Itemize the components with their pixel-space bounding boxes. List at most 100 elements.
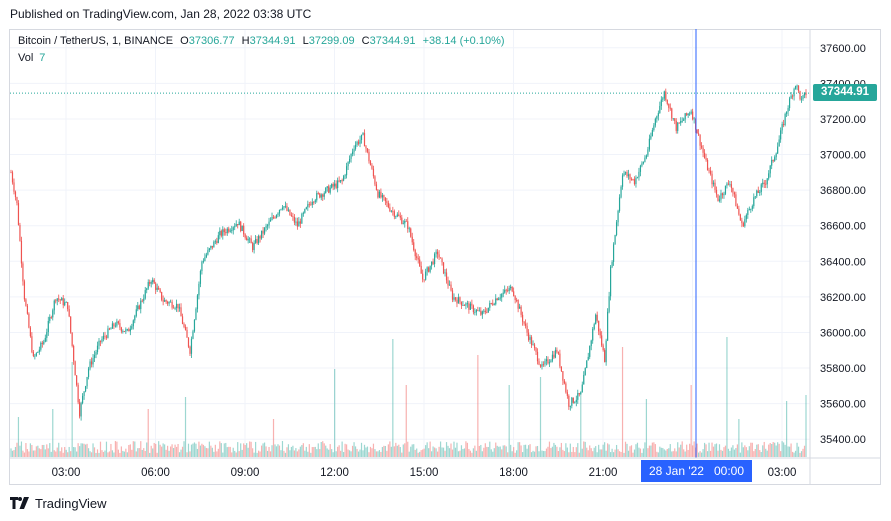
- candle-body: [153, 279, 155, 284]
- volume-bar: [299, 446, 301, 457]
- candle-body: [715, 189, 718, 195]
- candle-body: [702, 147, 704, 153]
- volume-bar: [396, 445, 398, 457]
- volume-bar: [590, 448, 592, 457]
- volume-bar: [70, 451, 72, 457]
- volume-bar: [529, 444, 531, 457]
- candle-body: [698, 133, 700, 135]
- volume-bar: [480, 444, 482, 457]
- candle-body: [703, 152, 706, 159]
- volume-bar: [522, 452, 524, 457]
- volume-bar: [657, 452, 659, 457]
- volume-bar: [574, 452, 576, 457]
- volume-bar: [411, 444, 413, 457]
- volume-bar: [794, 450, 797, 457]
- tradingview-logo-icon: [10, 497, 29, 509]
- candle-body: [757, 190, 759, 193]
- candle-body: [718, 199, 721, 201]
- volume-bar: [550, 448, 552, 457]
- volume-bar: [363, 444, 366, 457]
- candle-body: [159, 289, 161, 292]
- volume-bar: [281, 441, 284, 457]
- candle-body: [53, 300, 55, 311]
- candle-body: [589, 346, 591, 357]
- volume-bar: [117, 449, 119, 457]
- tradingview-logo[interactable]: TradingView: [10, 494, 107, 512]
- volume-bar: [116, 441, 118, 457]
- volume-legend: Vol 7: [18, 52, 45, 64]
- volume-bar: [544, 451, 546, 457]
- volume-bar: [177, 443, 179, 457]
- volume-bar: [578, 452, 580, 457]
- candle-body: [568, 395, 570, 407]
- candle-body: [684, 113, 686, 120]
- volume-bar: [463, 448, 466, 457]
- volume-bar: [633, 449, 636, 457]
- volume-bar: [533, 451, 536, 457]
- volume-bar: [545, 448, 548, 457]
- volume-bar: [402, 444, 404, 457]
- candle-body: [353, 148, 355, 152]
- volume-bar: [43, 444, 45, 457]
- candle-body: [232, 227, 234, 231]
- volume-bar: [530, 452, 533, 457]
- candle-body: [128, 329, 130, 332]
- candle-body: [578, 393, 580, 395]
- volume-bar: [62, 452, 64, 457]
- candle-body: [363, 132, 366, 147]
- candle-body: [774, 157, 776, 161]
- candle-body: [247, 239, 249, 241]
- candle-body: [119, 323, 121, 328]
- candle-body: [486, 312, 488, 313]
- volume-bar: [120, 446, 122, 457]
- last-price-tag: 37344.91: [813, 84, 877, 101]
- candle-body: [35, 352, 37, 356]
- volume-bar: [32, 450, 34, 457]
- volume-bar: [765, 448, 767, 457]
- candle-body: [481, 311, 483, 315]
- volume-bar: [322, 441, 324, 457]
- volume-bar: [504, 445, 506, 457]
- candle-body: [651, 130, 653, 137]
- candle-body: [80, 403, 82, 417]
- candle-body: [548, 362, 551, 364]
- chart-frame[interactable]: [9, 29, 881, 485]
- candle-body: [344, 175, 346, 177]
- candle-body: [404, 220, 406, 224]
- volume-bar: [766, 450, 768, 457]
- volume-bar: [793, 452, 795, 457]
- candle-body: [138, 305, 140, 310]
- volume-bar: [486, 446, 488, 457]
- volume-bar: [338, 445, 340, 457]
- volume-bar: [223, 443, 225, 457]
- volume-bar: [700, 452, 703, 457]
- price-axis: 35400.00 35600.00 35800.00 36000.00 36200.00…: [820, 43, 866, 446]
- candle-body: [231, 230, 233, 232]
- candle-body: [507, 290, 509, 292]
- volume-bar: [736, 444, 738, 457]
- candle-body: [771, 159, 773, 166]
- candle-body: [602, 345, 604, 351]
- volume-bar: [216, 451, 218, 457]
- candle-body: [132, 320, 134, 327]
- candle-body: [62, 298, 64, 306]
- volume-bar: [217, 448, 219, 457]
- volume-bar: [356, 448, 358, 457]
- volume-bar: [380, 451, 382, 457]
- candle-body: [654, 118, 656, 126]
- volume-bar: [553, 442, 555, 457]
- volume-bar: [31, 445, 33, 457]
- volume-bar: [99, 441, 102, 457]
- volume-bar: [768, 444, 770, 457]
- candle-body: [337, 180, 339, 189]
- candle-body: [152, 279, 154, 283]
- volume-bar: [284, 452, 287, 457]
- candle-body: [280, 209, 282, 210]
- volume-bar: [371, 448, 373, 457]
- candle-body: [630, 178, 633, 180]
- candle-body: [271, 217, 273, 220]
- volume-bar: [683, 449, 685, 457]
- volume-bar: [419, 451, 421, 457]
- volume-bar: [384, 445, 386, 457]
